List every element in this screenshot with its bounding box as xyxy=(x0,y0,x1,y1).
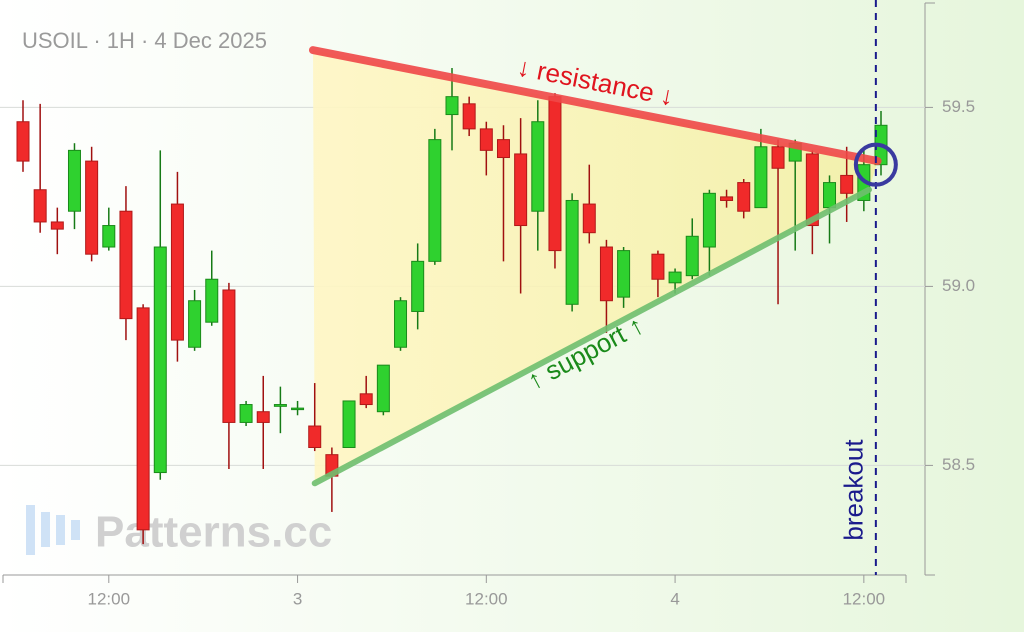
candle-body xyxy=(599,246,613,302)
candle-body xyxy=(359,393,373,406)
y-tick-label: 59.0 xyxy=(942,276,975,295)
candle-body xyxy=(496,139,510,159)
candle-body xyxy=(462,103,476,130)
x-tick-label: 3 xyxy=(293,589,302,608)
support-line xyxy=(311,186,872,487)
candle-body xyxy=(256,411,270,423)
candle-body xyxy=(771,146,785,169)
y-tick-label: 58.5 xyxy=(942,455,975,474)
candle-body xyxy=(102,225,116,248)
watermark: Patterns.cc xyxy=(95,508,332,557)
candle-body xyxy=(445,96,459,116)
x-tick-label: 12:00 xyxy=(843,589,886,608)
candle-body xyxy=(119,210,133,320)
candle-body xyxy=(754,146,768,209)
candle-body xyxy=(617,250,631,298)
candle-body xyxy=(823,182,837,209)
candle-body xyxy=(376,364,390,413)
candle-body xyxy=(702,192,716,248)
y-tick-label: 59.5 xyxy=(942,97,975,116)
watermark-icon xyxy=(26,505,80,555)
candle-body xyxy=(33,189,47,223)
x-tick-label: 4 xyxy=(670,589,679,608)
candle-body xyxy=(188,300,202,348)
candle-body xyxy=(16,121,30,162)
candle-body xyxy=(479,128,493,151)
candle-body xyxy=(668,271,682,284)
candle-body xyxy=(50,221,64,230)
candle-body xyxy=(582,203,596,234)
breakout-label: breakout xyxy=(839,439,869,541)
candle-body xyxy=(737,182,751,212)
candle-body xyxy=(651,253,665,280)
candle-body xyxy=(222,289,236,423)
candle-body xyxy=(136,307,150,531)
chart-title: USOIL · 1H · 4 Dec 2025 xyxy=(22,28,267,53)
candle-body xyxy=(411,260,425,312)
candle-body xyxy=(565,199,579,305)
breakout-marker xyxy=(853,142,898,187)
candle-body xyxy=(170,203,184,341)
resistance-line xyxy=(309,46,882,166)
candle-body xyxy=(67,149,81,212)
candle-body xyxy=(342,400,356,448)
candle-body xyxy=(394,300,408,348)
candle-body xyxy=(205,278,219,323)
candle-body xyxy=(153,246,167,474)
candle-body xyxy=(239,404,253,423)
candle-body xyxy=(428,139,442,262)
candle-body xyxy=(685,235,699,277)
pattern-area xyxy=(313,50,878,484)
candle-body xyxy=(85,160,99,255)
candle-body xyxy=(840,174,854,194)
candle-body xyxy=(273,404,287,407)
x-tick-label: 12:00 xyxy=(88,589,131,608)
x-tick-label: 12:00 xyxy=(465,589,508,608)
candle-body xyxy=(548,96,562,252)
candle-body xyxy=(514,153,528,227)
candle-body xyxy=(291,407,305,411)
candle-body xyxy=(805,153,819,227)
candle-body xyxy=(531,121,545,212)
candle-body xyxy=(308,425,322,448)
candle-body xyxy=(720,196,734,201)
